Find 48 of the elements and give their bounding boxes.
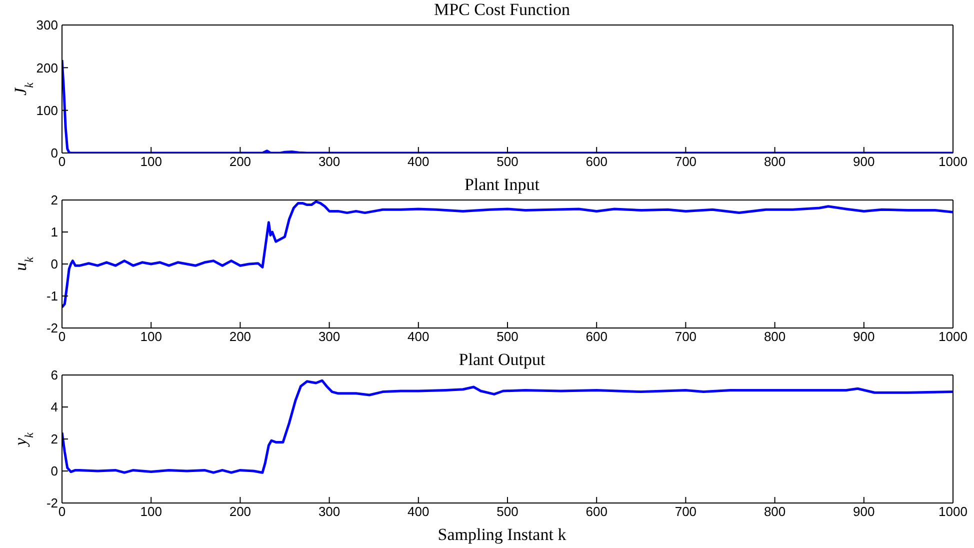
x-tick-label: 800: [764, 504, 786, 520]
y-tick-label: 4: [50, 400, 58, 415]
y-tick-label: 300: [36, 18, 58, 33]
x-tick-label: 900: [853, 504, 875, 520]
y-tick-label: 1: [50, 224, 58, 240]
x-tick-label: 300: [318, 329, 340, 344]
y-tick-label: -1: [46, 288, 58, 304]
x-tick-label: 100: [140, 329, 162, 344]
x-tick-label: 200: [229, 154, 252, 170]
x-axis-title: Sampling Instant k: [436, 525, 568, 545]
chart-title: Plant Input: [464, 175, 540, 194]
x-tick-label: 200: [229, 504, 252, 520]
y-tick-label: -2: [46, 496, 58, 511]
x-tick-label: 1000: [938, 504, 968, 520]
chart-title: MPC Cost Function: [434, 0, 570, 19]
x-tick-label: 1000: [938, 154, 968, 170]
chart-title: Plant Output: [458, 350, 546, 369]
x-tick-label: 700: [674, 329, 697, 344]
x-tick-label: 500: [496, 504, 518, 520]
x-tick-label: 400: [408, 154, 430, 170]
x-tick-label: 600: [586, 154, 608, 170]
x-tick-label: 600: [586, 504, 608, 520]
x-tick-label: 300: [318, 154, 340, 170]
y-tick-label: 2: [50, 192, 58, 208]
x-tick-label: 600: [586, 329, 608, 344]
x-tick-label: 800: [764, 329, 786, 344]
x-tick-label: 900: [853, 329, 875, 344]
y-tick-label: 0: [50, 464, 58, 479]
x-tick-label: 100: [140, 154, 162, 170]
x-tick-label: 100: [140, 504, 162, 520]
line-series: [62, 379, 953, 474]
y-tick-label: 2: [50, 432, 58, 447]
y-tick-label: 6: [50, 368, 58, 383]
y-tick-label: -2: [46, 320, 58, 336]
x-tick-label: 200: [229, 329, 252, 344]
x-tick-label: 1000: [938, 329, 968, 344]
x-tick-label: 500: [496, 154, 518, 170]
y-tick-label: 0: [50, 256, 58, 272]
x-tick-label: 700: [674, 154, 697, 170]
x-tick-label: 900: [853, 154, 875, 170]
x-tick-label: 300: [318, 504, 340, 520]
x-tick-label: 700: [674, 504, 697, 520]
x-tick-label: 400: [408, 504, 430, 520]
x-tick-label: 800: [764, 154, 786, 170]
x-tick-label: 500: [496, 329, 518, 344]
y-tick-label: 100: [36, 102, 58, 118]
y-tick-label: 200: [36, 60, 58, 76]
x-tick-label: 400: [408, 329, 430, 344]
